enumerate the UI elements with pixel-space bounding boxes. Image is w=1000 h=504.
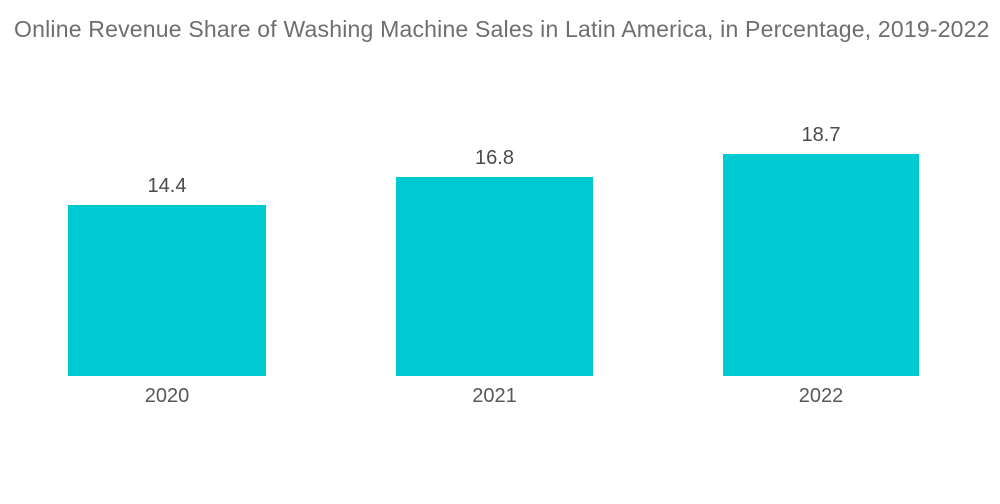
category-label-2022: 2022 xyxy=(798,385,844,407)
value-label-2020: 14.4 xyxy=(147,175,187,197)
chart-title: Online Revenue Share of Washing Machine … xyxy=(14,16,990,42)
category-label-2021: 2021 xyxy=(472,385,517,407)
bar-group-2022: 18.7 2022 xyxy=(723,124,919,406)
value-label-2022: 18.7 xyxy=(801,124,841,146)
category-label-2020: 2020 xyxy=(144,385,190,407)
bar-2022 xyxy=(723,154,919,376)
value-label-2021: 16.8 xyxy=(475,147,514,169)
bar-2021 xyxy=(396,177,593,376)
bar-group-2020: 14.4 2020 xyxy=(68,175,266,406)
bar-2020 xyxy=(68,205,266,376)
bar-group-2021: 16.8 2021 xyxy=(396,147,593,406)
